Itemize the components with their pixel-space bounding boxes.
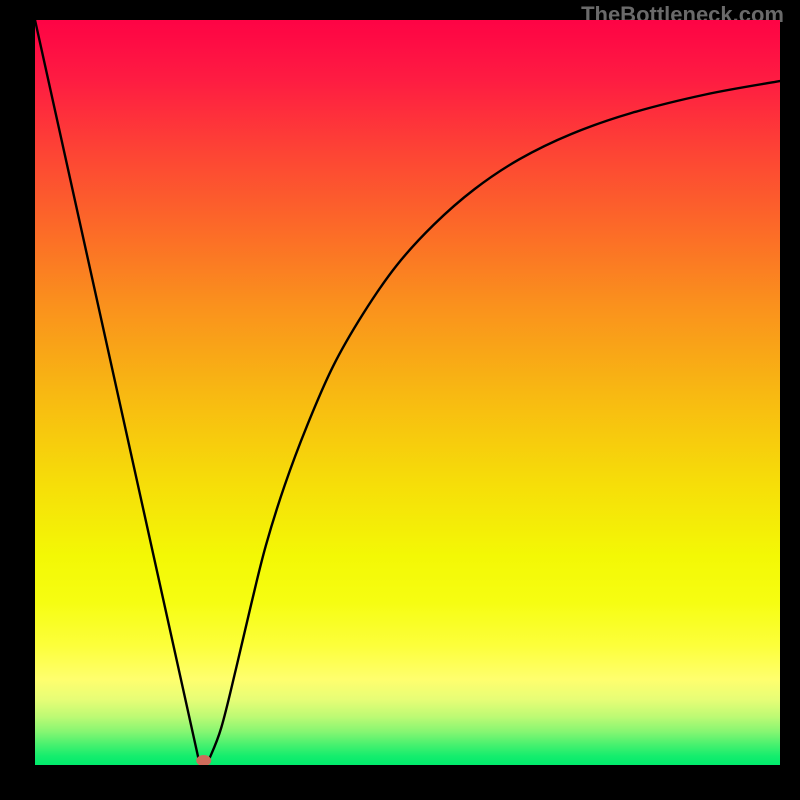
bottleneck-curve	[35, 20, 780, 761]
plot-area	[35, 20, 780, 765]
curve-layer	[35, 20, 780, 765]
outer-frame: TheBottleneck.com	[0, 0, 800, 800]
optimal-point-marker	[197, 756, 211, 765]
